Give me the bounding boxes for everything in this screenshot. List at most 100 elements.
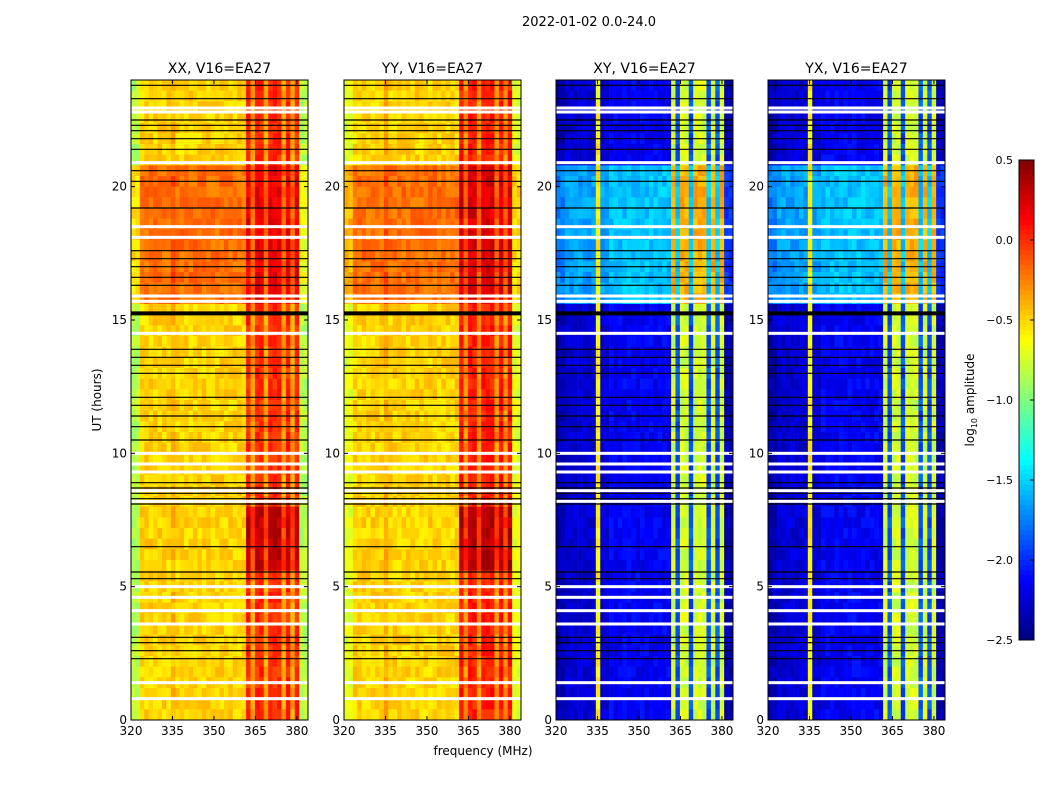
heatmap-cell [139,325,145,337]
heatmap-cell [263,122,269,134]
heatmap-cell [419,336,424,347]
heatmap-cell [139,560,145,571]
heatmap-cell [503,282,509,294]
heatmap-cell [507,464,513,475]
heatmap-cell [246,624,251,635]
heatmap-cell [397,314,402,326]
heatmap-cell [374,357,380,369]
heatmap-cell [254,538,260,550]
heatmap-cell [419,282,424,294]
heatmap-cell [379,389,385,401]
heatmap-cell [241,197,247,209]
heatmap-cell [232,208,238,219]
heatmap-cell [188,634,194,646]
heatmap-cell [352,240,358,251]
heatmap-cell [215,186,220,198]
heatmap-cell [423,506,429,518]
heatmap-cell [494,634,500,646]
heatmap-cell [148,624,154,635]
heatmap-cell [277,624,282,635]
figure-title: 2022-01-02 0.0-24.0 [522,15,656,30]
heatmap-cell [192,474,198,486]
heatmap-cell [414,624,420,635]
heatmap-cell [281,688,287,699]
heatmap-cell [197,154,203,166]
heatmap-cell [516,250,522,262]
heatmap-cell [348,474,354,486]
heatmap-cell [272,112,278,123]
heatmap-cell [299,346,304,358]
heatmap-cell [481,250,486,262]
heatmap-cell [490,154,495,166]
heatmap-cell [184,325,189,337]
heatmap-cell [392,688,398,699]
heatmap-cell [516,346,522,358]
heatmap-cell [428,634,433,646]
heatmap-cell [135,325,141,337]
heatmap-cell [344,346,349,358]
heatmap-cell [507,656,513,667]
heatmap-cell [290,229,296,241]
heatmap-cell [166,250,172,262]
heatmap-cell [374,688,380,699]
heatmap-cell [170,154,176,166]
heatmap-cell [272,186,278,198]
heatmap-cell [188,346,194,358]
heatmap-cell [423,218,429,230]
heatmap-cell [507,90,513,102]
heatmap-cell [467,357,473,369]
heatmap-cell [219,197,225,209]
heatmap-cell [498,378,504,390]
heatmap-cell [472,666,478,678]
heatmap-cell [294,538,300,550]
heatmap-cell [463,378,469,390]
heatmap-cell [170,197,176,209]
heatmap-cell [223,538,229,550]
heatmap-cell [397,474,402,486]
heatmap-cell [299,688,304,699]
heatmap-cell [232,122,238,134]
heatmap-cell [414,304,420,315]
heatmap-cell [476,506,482,518]
heatmap-cell [223,453,229,465]
heatmap-cell [254,378,260,390]
heatmap-cell [272,346,278,358]
heatmap-cell [237,474,242,486]
heatmap-cell [463,474,469,486]
heatmap-cell [135,517,141,529]
heatmap-cell [219,357,225,369]
heatmap-cell [485,90,491,102]
heatmap-cell [241,442,247,454]
heatmap-cell [148,282,154,294]
heatmap-cell [361,229,367,241]
heatmap-cell [485,517,491,529]
heatmap-cell [281,122,287,134]
heatmap-cell [139,197,145,209]
heatmap-cell [161,560,167,571]
heatmap-cell [250,688,256,699]
heatmap-cell [157,314,163,326]
heatmap-cell [161,112,167,123]
heatmap-cell [175,218,180,230]
heatmap-cell [467,517,473,529]
flag-line-white [344,225,521,229]
heatmap-cell [516,304,522,315]
heatmap-cell [361,218,367,230]
heatmap-cell [383,709,389,721]
heatmap-cell [507,325,513,337]
heatmap-cell [223,325,229,337]
heatmap-cell [161,538,167,550]
heatmap-cell [241,517,247,529]
heatmap-cell [285,90,291,102]
heatmap-cell [272,378,278,390]
heatmap-cell [175,656,180,667]
heatmap-cell [410,240,416,251]
heatmap-cell [184,506,189,518]
heatmap-cell [281,197,287,209]
heatmap-cell [419,474,424,486]
heatmap-cell [148,709,154,721]
heatmap-cell [454,250,460,262]
heatmap-cell [250,709,256,721]
heatmap-cell [281,624,287,635]
heatmap-cell [268,240,273,251]
